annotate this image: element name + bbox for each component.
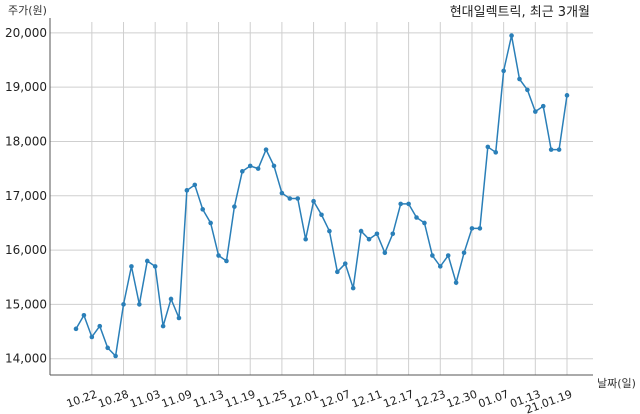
y-tick-label: 14,000: [5, 352, 47, 366]
data-point: [129, 264, 134, 269]
data-point: [366, 236, 372, 242]
data-point: [192, 182, 198, 188]
data-point: [525, 87, 530, 93]
data-point: [430, 253, 435, 258]
data-point: [105, 345, 110, 351]
data-point: [350, 285, 356, 291]
data-point: [216, 253, 221, 258]
y-tick-label: 18,000: [5, 134, 47, 148]
data-point: [176, 315, 182, 321]
data-point: [160, 323, 166, 329]
data-point: [327, 228, 332, 234]
data-point: [485, 144, 491, 150]
data-point: [335, 269, 340, 275]
x-tick-label: 12.07: [318, 388, 352, 411]
data-point: [263, 147, 269, 152]
x-tick-label: 11.03: [128, 388, 162, 411]
grid-lines: [50, 22, 593, 375]
data-point: [398, 201, 403, 207]
data-point: [374, 231, 380, 237]
data-point: [319, 212, 324, 218]
data-point: [295, 196, 301, 201]
x-axis-title: 날짜(일): [597, 376, 636, 390]
x-tick-label: 11.09: [160, 388, 194, 411]
y-tick-label: 17,000: [5, 189, 47, 203]
data-point: [422, 220, 427, 226]
data-point: [184, 188, 190, 193]
data-point: [311, 198, 316, 204]
y-tick-label: 20,000: [5, 26, 47, 40]
x-tick-label: 12.17: [382, 388, 416, 411]
data-point: [517, 76, 522, 82]
data-point: [540, 103, 546, 109]
y-axis-title: 주가(원): [8, 4, 47, 17]
data-point: [271, 163, 277, 169]
data-point: [224, 258, 229, 264]
data-point: [453, 280, 459, 285]
data-point: [97, 323, 103, 329]
data-point: [89, 334, 95, 340]
data-point: [406, 201, 411, 207]
data-point: [303, 236, 308, 242]
x-tick-label: 10.22: [65, 388, 99, 411]
data-point: [240, 169, 245, 174]
data-point: [382, 250, 388, 256]
data-point: [493, 150, 499, 155]
y-tick-labels: 14,000 15,000 16,000 17,000 18,000 19,000 20,0…: [5, 26, 47, 366]
data-point: [279, 190, 285, 196]
data-point: [255, 166, 261, 171]
y-tick-label: 15,000: [5, 297, 47, 311]
price-data-points: [73, 33, 570, 359]
data-point: [152, 264, 158, 269]
x-tick-label: 01.07: [477, 388, 511, 411]
data-point: [533, 109, 538, 114]
data-point: [287, 196, 293, 201]
x-tick-label: 12.01: [287, 388, 321, 411]
data-point: [168, 296, 174, 302]
data-point: [121, 302, 126, 307]
x-tick-label: 10.28: [96, 388, 130, 411]
y-tick-label: 19,000: [5, 80, 47, 94]
data-point: [556, 147, 562, 152]
data-point: [144, 258, 150, 264]
data-point: [358, 228, 364, 234]
y-tick-label: 16,000: [5, 243, 47, 257]
data-point: [200, 207, 206, 212]
x-tick-label: 11.19: [223, 388, 257, 411]
data-point: [509, 33, 514, 38]
data-point: [137, 302, 142, 307]
data-point: [548, 147, 554, 152]
data-point: [81, 312, 87, 318]
data-point: [390, 231, 396, 237]
data-point: [113, 353, 118, 359]
data-point: [342, 261, 348, 266]
x-tick-label: 11.25: [255, 388, 289, 411]
data-point: [73, 326, 79, 332]
chart-title: 현대일렉트릭, 최근 3개월: [450, 5, 590, 20]
data-point: [564, 93, 570, 98]
data-point: [469, 226, 475, 231]
data-point: [232, 204, 237, 209]
data-point: [208, 220, 213, 226]
x-tick-label: 12.23: [413, 388, 447, 411]
data-point: [437, 264, 443, 269]
data-point: [247, 163, 253, 169]
data-point: [477, 226, 483, 231]
axes: [49, 18, 593, 376]
data-point: [461, 250, 467, 256]
x-tick-label: 11.13: [192, 388, 226, 411]
x-tick-label: 12.30: [445, 388, 479, 411]
x-tick-labels: 10.2210.2811.0311.0911.1311.1911.2512.01…: [65, 388, 574, 414]
data-point: [501, 68, 506, 74]
data-point: [414, 215, 419, 220]
data-point: [445, 253, 451, 258]
x-tick-label: 12.11: [350, 388, 384, 411]
